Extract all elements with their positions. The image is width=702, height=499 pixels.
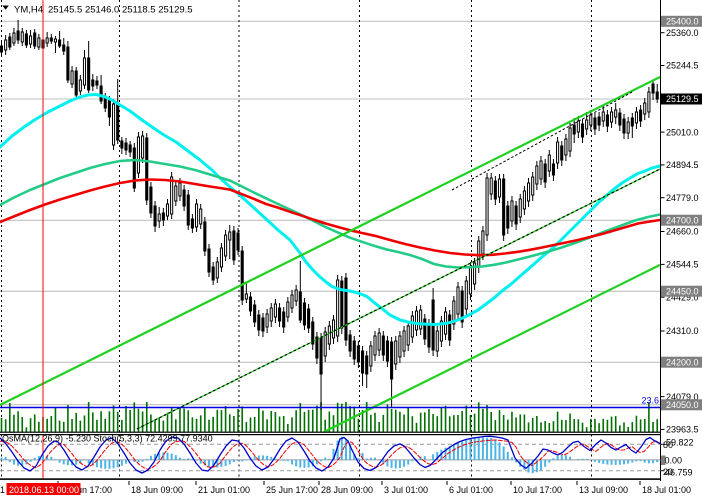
svg-text:25145.5 25146.0 25118.5 25129.: 25145.5 25146.0 25118.5 25129.5: [48, 5, 193, 16]
svg-text:25 Jun 17:00: 25 Jun 17:00: [266, 485, 318, 495]
svg-text:21 Jun 01:00: 21 Jun 01:00: [198, 485, 250, 495]
svg-text:25360.0: 25360.0: [666, 28, 699, 38]
svg-text:0.00: 0.00: [665, 455, 683, 465]
svg-text:23.6: 23.6: [641, 396, 659, 406]
svg-text:24450.0: 24450.0: [666, 286, 699, 296]
svg-text:OsMA(12,26,9) -5.230 Stoch(5,: OsMA(12,26,9) -5.230 Stoch(5,3,3) 72.429…: [2, 434, 213, 444]
svg-text:23963.5: 23963.5: [666, 425, 699, 435]
svg-text:24429.0: 24429.0: [666, 292, 699, 302]
svg-text:25244.5: 25244.5: [666, 61, 699, 71]
svg-text:18 Jul 01:00: 18 Jul 01:00: [642, 485, 691, 495]
svg-text:2018.06.13 00:00: 2018.06.13 00:00: [9, 485, 79, 495]
svg-text:24700.0: 24700.0: [666, 215, 699, 225]
svg-text:24310.0: 24310.0: [666, 326, 699, 336]
svg-text:1: 1: [0, 485, 5, 495]
svg-text:3 Jul 01:00: 3 Jul 01:00: [384, 485, 428, 495]
svg-text:YM,H4: YM,H4: [14, 5, 43, 16]
svg-text:24200.0: 24200.0: [666, 357, 699, 367]
svg-text:10 Jul 17:00: 10 Jul 17:00: [513, 485, 562, 495]
svg-text:25010.0: 25010.0: [666, 127, 699, 137]
svg-text:24050.0: 24050.0: [666, 400, 699, 410]
svg-text:14 Jun 17:00: 14 Jun 17:00: [60, 485, 112, 495]
svg-text:24779.0: 24779.0: [666, 193, 699, 203]
svg-text:59.822: 59.822: [666, 438, 694, 448]
svg-text:13 Jul 09:00: 13 Jul 09:00: [579, 485, 628, 495]
svg-text:24660.0: 24660.0: [666, 227, 699, 237]
svg-text:24544.5: 24544.5: [666, 260, 699, 270]
svg-text:18 Jun 09:00: 18 Jun 09:00: [131, 485, 183, 495]
svg-text:28 Jun 09:00: 28 Jun 09:00: [321, 485, 373, 495]
svg-text:6 Jul 01:00: 6 Jul 01:00: [449, 485, 493, 495]
svg-text:24894.5: 24894.5: [666, 160, 699, 170]
svg-text:24079.0: 24079.0: [666, 392, 699, 402]
svg-text:46.759: 46.759: [665, 467, 693, 477]
svg-text:25129.5: 25129.5: [666, 94, 699, 104]
svg-text:80: 80: [663, 440, 673, 450]
svg-text:20: 20: [663, 467, 673, 477]
svg-text:25400.0: 25400.0: [666, 17, 699, 27]
